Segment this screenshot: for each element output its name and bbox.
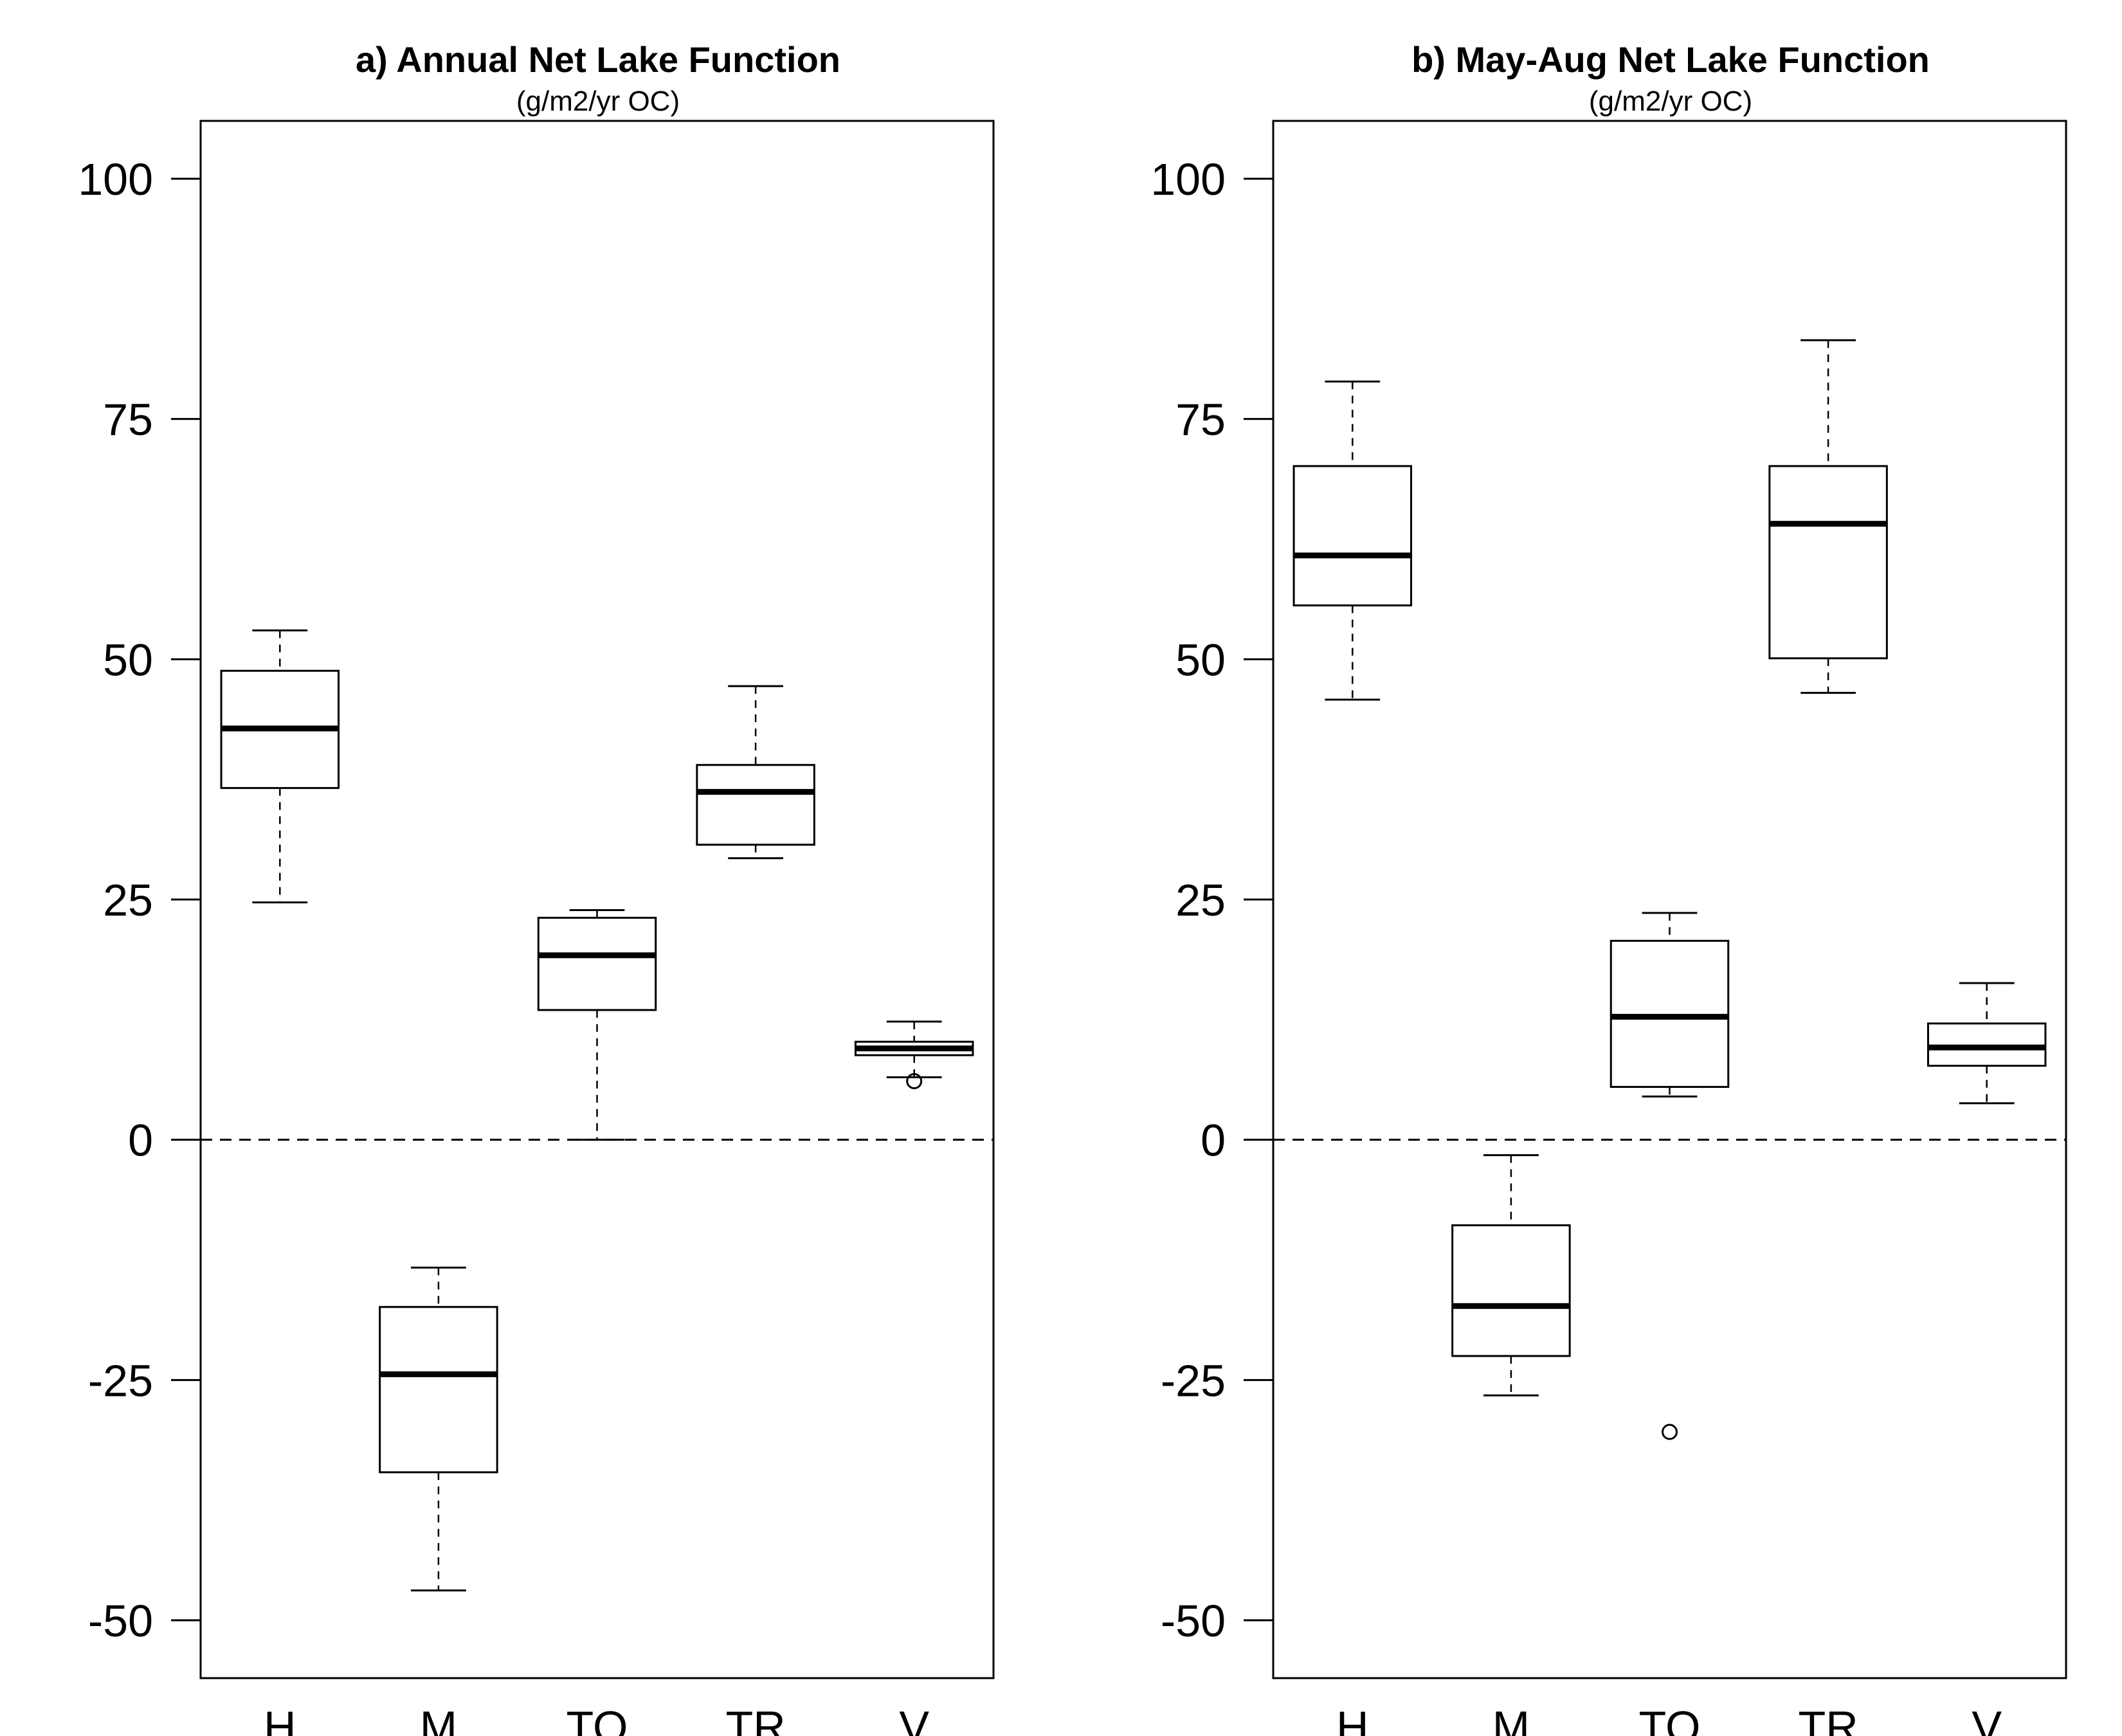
x-category-label: TR [725, 1702, 785, 1736]
outlier-point [1662, 1424, 1678, 1440]
panel-annual: a) Annual Net Lake Function (g/m2/yr OC)… [78, 39, 995, 1736]
box-m [379, 1266, 498, 1592]
box-to [537, 909, 657, 1141]
box-tr [696, 685, 815, 860]
y-tick-label: 25 [103, 875, 153, 925]
y-tick-label: 75 [103, 395, 153, 445]
x-category-label: M [420, 1702, 457, 1736]
x-category-label: TR [1798, 1702, 1858, 1736]
y-tick-label: 100 [1150, 154, 1226, 204]
iqr-box [696, 764, 815, 846]
panel-title: a) Annual Net Lake Function [356, 39, 840, 80]
x-category-label: H [1336, 1702, 1369, 1736]
y-tick-label: -25 [88, 1355, 153, 1406]
y-tick-label: 100 [78, 154, 153, 204]
outlier-point [906, 1072, 923, 1089]
y-tick-label: 25 [1175, 875, 1226, 925]
box-h [220, 629, 340, 903]
iqr-box [1768, 465, 1888, 660]
y-tick-label: -50 [1161, 1596, 1226, 1646]
x-category-label: TO [567, 1702, 628, 1736]
x-category-label: V [899, 1702, 929, 1736]
panel-title: b) May-Aug Net Lake Function [1411, 39, 1930, 80]
iqr-box [1451, 1224, 1571, 1357]
y-tick-label: 0 [1201, 1116, 1226, 1166]
y-tick-label: -50 [88, 1596, 153, 1646]
y-tick-label: 50 [103, 635, 153, 685]
y-tick-label: -25 [1161, 1355, 1226, 1406]
y-tick-label: 0 [128, 1116, 153, 1166]
x-category-label: M [1492, 1702, 1530, 1736]
x-category-label: TO [1639, 1702, 1701, 1736]
panel-may-aug: b) May-Aug Net Lake Function (g/m2/yr OC… [1150, 39, 2067, 1736]
x-category-label: V [1972, 1702, 2002, 1736]
panel-subtitle: (g/m2/yr OC) [516, 86, 680, 117]
iqr-box [379, 1306, 498, 1474]
y-tick-label: 75 [1175, 395, 1226, 445]
iqr-box [1292, 465, 1413, 607]
x-category-label: H [264, 1702, 296, 1736]
box-v [1927, 982, 2047, 1105]
box-to [1610, 912, 1730, 1440]
iqr-box [537, 916, 657, 1011]
box-v [854, 1020, 974, 1089]
box-m [1451, 1154, 1571, 1397]
panel-subtitle: (g/m2/yr OC) [1589, 86, 1752, 117]
y-tick-label: 50 [1175, 635, 1226, 685]
box-h [1292, 380, 1413, 701]
box-tr [1768, 339, 1888, 694]
